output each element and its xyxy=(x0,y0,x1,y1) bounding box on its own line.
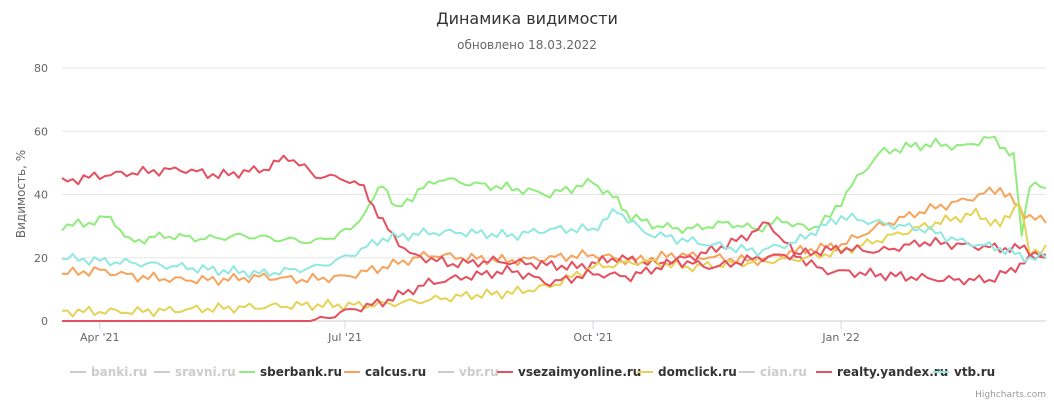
y-axis-ticks: 0 20 40 60 80 xyxy=(34,62,48,328)
legend-label: cian.ru xyxy=(760,365,807,379)
series-line-domclick-ru[interactable] xyxy=(61,202,1047,318)
y-tick-label: 20 xyxy=(34,252,48,265)
chart-title: Динамика видимости xyxy=(436,9,618,28)
y-tick-label: 80 xyxy=(34,62,48,75)
y-tick-label: 60 xyxy=(34,125,48,138)
legend-item-calcus-ru[interactable]: calcus.ru xyxy=(344,365,426,379)
x-tick-label: Jul '21 xyxy=(327,331,362,344)
legend-item-domclick-ru[interactable]: domclick.ru xyxy=(637,365,737,379)
legend-label: vsezaimyonline.ru xyxy=(518,365,641,379)
x-axis-ticks: Apr '21 Jul '21 Oct '21 Jan '22 xyxy=(80,321,860,344)
x-tick-label: Jan '22 xyxy=(821,331,859,344)
credits-link[interactable]: Highcharts.com xyxy=(975,390,1046,400)
legend-label: calcus.ru xyxy=(365,365,426,379)
legend-item-realty-yandex-ru[interactable]: realty.yandex.ru xyxy=(816,365,948,379)
legend-item-cian-ru[interactable]: cian.ru xyxy=(739,365,807,379)
series-line-sberbank-ru[interactable] xyxy=(61,135,1047,245)
legend: banki.ru sravni.ru sberbank.ru calcus.ru vbr… xyxy=(70,365,995,379)
legend-label: realty.yandex.ru xyxy=(837,365,948,379)
legend-item-vsezaimyonline-ru[interactable]: vsezaimyonline.ru xyxy=(497,365,641,379)
legend-label: vbr.ru xyxy=(459,365,499,379)
legend-item-banki-ru[interactable]: banki.ru xyxy=(70,365,147,379)
chart-subtitle: обновлено 18.03.2022 xyxy=(457,38,597,52)
legend-item-vtb-ru[interactable]: vtb.ru xyxy=(933,365,995,379)
series-line-realty-yandex-ru[interactable] xyxy=(62,236,1047,322)
y-axis-title: Видимость, % xyxy=(14,150,28,238)
x-tick-label: Oct '21 xyxy=(573,331,613,344)
legend-item-sberbank-ru[interactable]: sberbank.ru xyxy=(239,365,342,379)
legend-label: sberbank.ru xyxy=(260,365,342,379)
series-line-calcus-ru[interactable] xyxy=(61,186,1047,286)
legend-label: sravni.ru xyxy=(175,365,236,379)
series-lines xyxy=(61,135,1047,322)
x-tick-label: Apr '21 xyxy=(80,331,120,344)
legend-label: banki.ru xyxy=(91,365,147,379)
y-tick-label: 40 xyxy=(34,189,48,202)
grid-lines xyxy=(62,67,1046,322)
legend-label: domclick.ru xyxy=(658,365,737,379)
y-tick-label: 0 xyxy=(41,315,48,328)
legend-label: vtb.ru xyxy=(954,365,995,379)
series-line-vtb-ru[interactable] xyxy=(61,208,1047,279)
legend-item-sravni-ru[interactable]: sravni.ru xyxy=(154,365,236,379)
series-line-vsezaimyonline-ru[interactable] xyxy=(61,154,1047,286)
legend-item-vbr-ru[interactable]: vbr.ru xyxy=(438,365,499,379)
